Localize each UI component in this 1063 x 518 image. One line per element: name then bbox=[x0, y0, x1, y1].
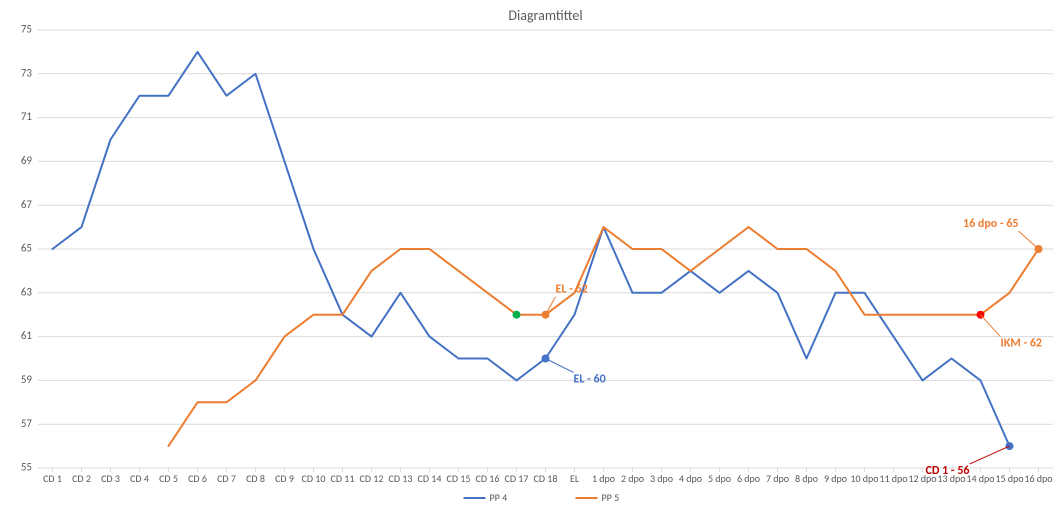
x-tick-label: 4 dpo bbox=[679, 472, 702, 485]
x-tick-label: EL bbox=[570, 472, 580, 485]
legend-label-1: PP 5 bbox=[602, 491, 620, 504]
x-tick-label: 5 dpo bbox=[708, 472, 731, 485]
legend-label-0: PP 4 bbox=[490, 491, 508, 504]
chart-container: Diagramtittel 55 57 59 61 63 65 67 69 71 73 75 CD 1 C… bbox=[0, 0, 1063, 518]
x-tick-label: 14 dpo bbox=[966, 472, 994, 485]
chart-bg bbox=[0, 0, 1063, 518]
x-tick-label: CD 10 bbox=[302, 472, 326, 485]
x-tick-label: CD 16 bbox=[476, 472, 500, 485]
data-label-5: 16 dpo - 65 bbox=[963, 217, 1018, 231]
y-tick-label: 61 bbox=[21, 329, 33, 342]
x-tick-label: CD 12 bbox=[360, 472, 384, 485]
x-tick-label: 15 dpo bbox=[995, 472, 1023, 485]
x-tick-label: CD 7 bbox=[217, 472, 236, 485]
x-tick-label: 1 dpo bbox=[592, 472, 615, 485]
y-tick-label: 73 bbox=[21, 66, 33, 79]
y-tick-label: 63 bbox=[21, 285, 33, 298]
x-tick-label: 3 dpo bbox=[650, 472, 673, 485]
x-tick-label: CD 1 bbox=[43, 472, 62, 485]
y-tick-label: 65 bbox=[21, 242, 32, 255]
x-tick-label: CD 11 bbox=[331, 472, 355, 485]
x-tick-label: CD 4 bbox=[130, 472, 149, 485]
data-label-1: CD 1 - 56 bbox=[926, 464, 970, 478]
x-tick-label: CD 5 bbox=[159, 472, 178, 485]
data-marker-2 bbox=[513, 311, 521, 319]
x-tick-label: CD 6 bbox=[188, 472, 207, 485]
x-tick-label: CD 2 bbox=[72, 472, 91, 485]
y-tick-label: 59 bbox=[21, 373, 33, 386]
x-tick-label: 9 dpo bbox=[824, 472, 847, 485]
data-label-0: EL - 60 bbox=[574, 373, 606, 387]
x-tick-label: 6 dpo bbox=[737, 472, 760, 485]
x-tick-label: 10 dpo bbox=[850, 472, 878, 485]
x-tick-label: CD 9 bbox=[275, 472, 294, 485]
x-tick-label: 8 dpo bbox=[795, 472, 818, 485]
x-tick-label: 16 dpo bbox=[1024, 472, 1052, 485]
x-tick-label: CD 8 bbox=[246, 472, 265, 485]
y-tick-label: 55 bbox=[21, 461, 32, 474]
y-tick-label: 71 bbox=[21, 110, 33, 123]
line-chart: Diagramtittel 55 57 59 61 63 65 67 69 71 73 75 CD 1 C… bbox=[0, 0, 1063, 518]
x-tick-label: CD 13 bbox=[389, 472, 413, 485]
x-tick-label: 2 dpo bbox=[621, 472, 644, 485]
x-tick-label: CD 14 bbox=[418, 472, 442, 485]
y-tick-label: 75 bbox=[21, 23, 32, 36]
x-tick-label: 11 dpo bbox=[879, 472, 907, 485]
x-tick-label: CD 15 bbox=[447, 472, 471, 485]
y-tick-label: 57 bbox=[21, 417, 33, 430]
y-tick-label: 67 bbox=[21, 198, 33, 211]
x-tick-label: CD 17 bbox=[505, 472, 529, 485]
x-tick-label: CD 18 bbox=[534, 472, 558, 485]
x-tick-label: CD 3 bbox=[101, 472, 120, 485]
y-tick-label: 69 bbox=[21, 154, 33, 167]
data-label-3: EL - 62 bbox=[556, 283, 588, 297]
data-label-4: IKM - 62 bbox=[1001, 337, 1043, 351]
chart-title: Diagramtittel bbox=[508, 7, 582, 24]
x-tick-label: 7 dpo bbox=[766, 472, 789, 485]
